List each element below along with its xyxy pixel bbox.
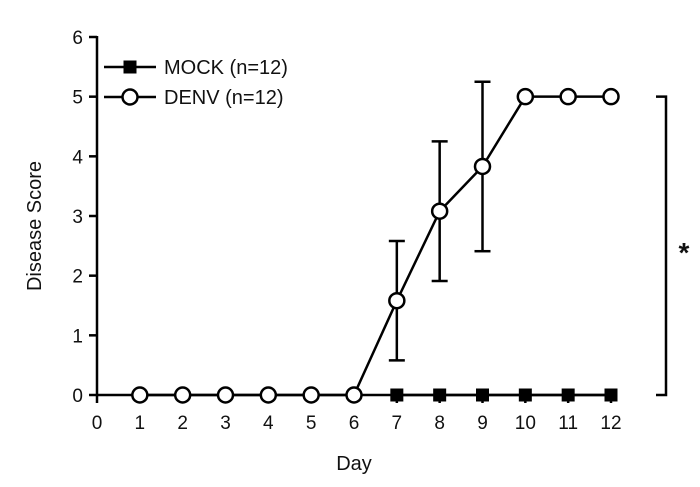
data-point-denv: [473, 157, 492, 176]
data-point-mock: [561, 388, 575, 402]
data-point-mock: [604, 388, 618, 402]
data-point-mock: [518, 388, 532, 402]
x-tick-label: 6: [349, 413, 360, 434]
series-markers: [131, 87, 620, 404]
x-tick-label: 12: [600, 413, 621, 434]
legend-marker-mock: [123, 60, 137, 74]
x-tick-label: 11: [558, 413, 578, 434]
y-tick-label: 6: [72, 28, 83, 49]
x-tick-label: 1: [135, 413, 146, 434]
data-point-mock: [433, 388, 447, 402]
legend: MOCK (n=12) DENV (n=12): [104, 57, 288, 109]
legend-marker-denv: [121, 88, 139, 106]
significance-bracket: [656, 95, 668, 397]
x-axis-title: Day: [336, 453, 372, 475]
x-tick-label: 0: [92, 413, 103, 434]
x-tick-label: 2: [177, 413, 188, 434]
x-tick-label: 3: [220, 413, 231, 434]
x-tick-label: 7: [392, 413, 403, 434]
data-point-denv: [302, 386, 320, 404]
y-axis-title: Disease Score: [24, 161, 46, 291]
data-point-denv: [173, 386, 192, 404]
y-tick-label: 2: [72, 267, 83, 288]
data-point-denv: [345, 386, 363, 404]
x-tick-label: 9: [477, 413, 488, 434]
y-tick-label: 5: [72, 88, 83, 109]
x-tick-label: 4: [263, 413, 274, 434]
x-tick-label: 10: [515, 413, 536, 434]
series-lines: [139, 95, 611, 397]
error-bars: [388, 80, 491, 362]
data-point-mock: [476, 388, 489, 402]
data-point-denv: [602, 87, 620, 106]
data-point-denv: [216, 386, 235, 404]
significance-asterisk: *: [679, 237, 690, 268]
data-point-denv: [559, 87, 577, 106]
y-tick-label: 0: [72, 386, 83, 407]
data-point-denv: [388, 291, 406, 310]
data-point-denv: [259, 386, 278, 404]
data-point-denv: [131, 386, 149, 404]
data-point-denv: [516, 87, 535, 106]
y-tick-label: 4: [72, 147, 83, 168]
x-tick-label: 8: [434, 413, 445, 434]
legend-label-denv: DENV (n=12): [164, 87, 284, 109]
significance-annotation: *: [656, 95, 690, 397]
x-tick-label: 5: [306, 413, 317, 434]
y-tick-label: 1: [72, 326, 83, 347]
data-point-mock: [390, 388, 404, 402]
legend-label-mock: MOCK (n=12): [164, 57, 288, 79]
series-line-denv: [139, 95, 611, 397]
data-point-denv: [430, 202, 449, 220]
y-tick-label: 3: [72, 207, 83, 228]
